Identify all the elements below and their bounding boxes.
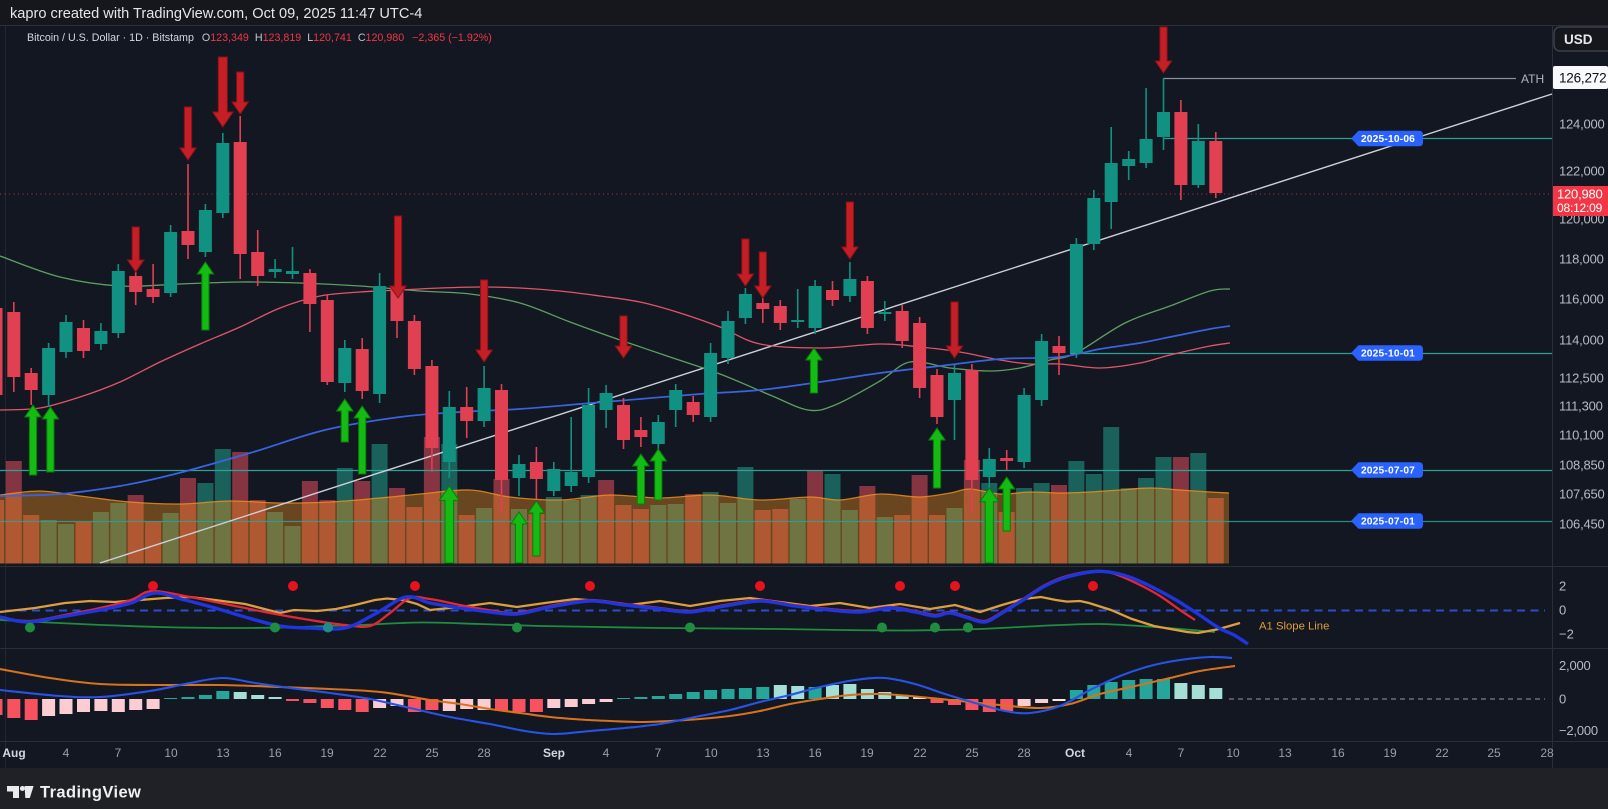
svg-text:Oct: Oct — [1065, 746, 1085, 760]
svg-text:13: 13 — [1278, 746, 1292, 760]
svg-text:25: 25 — [965, 746, 979, 760]
svg-text:4: 4 — [603, 746, 610, 760]
svg-text:7: 7 — [655, 746, 662, 760]
svg-text:4: 4 — [1126, 746, 1133, 760]
svg-text:126,272: 126,272 — [1559, 71, 1606, 86]
svg-text:22: 22 — [1435, 746, 1449, 760]
svg-text:114,000: 114,000 — [1559, 333, 1604, 348]
svg-text:116,000: 116,000 — [1559, 292, 1604, 307]
svg-text:118,000: 118,000 — [1559, 252, 1604, 267]
svg-text:124,000: 124,000 — [1559, 117, 1605, 132]
svg-text:25: 25 — [425, 746, 439, 760]
svg-text:2: 2 — [1559, 579, 1566, 594]
svg-text:2025-07-07: 2025-07-07 — [1361, 466, 1415, 477]
svg-text:10: 10 — [1226, 746, 1240, 760]
svg-text:19: 19 — [1383, 746, 1397, 760]
svg-text:2025-07-01: 2025-07-01 — [1361, 517, 1415, 528]
svg-text:7: 7 — [115, 746, 122, 760]
svg-text:25: 25 — [1487, 746, 1501, 760]
svg-text:19: 19 — [320, 746, 334, 760]
svg-text:13: 13 — [216, 746, 230, 760]
svg-text:19: 19 — [860, 746, 874, 760]
svg-text:−2,000: −2,000 — [1559, 723, 1598, 738]
svg-text:08:12:09: 08:12:09 — [1557, 201, 1603, 215]
svg-text:Bitcoin / U.S. Dollar · 1D · B: Bitcoin / U.S. Dollar · 1D · Bitstamp O12… — [27, 32, 492, 44]
svg-text:−2: −2 — [1559, 627, 1574, 642]
svg-text:Sep: Sep — [543, 746, 565, 760]
svg-text:22: 22 — [373, 746, 387, 760]
svg-text:111,300: 111,300 — [1559, 399, 1603, 414]
svg-text:10: 10 — [164, 746, 178, 760]
svg-text:ATH: ATH — [1521, 72, 1544, 86]
svg-text:28: 28 — [477, 746, 491, 760]
svg-text:7: 7 — [1178, 746, 1185, 760]
svg-text:28: 28 — [1017, 746, 1031, 760]
svg-text:16: 16 — [1331, 746, 1345, 760]
svg-text:120,980: 120,980 — [1557, 187, 1603, 202]
svg-text:10: 10 — [704, 746, 718, 760]
svg-text:0: 0 — [1559, 603, 1566, 618]
svg-text:0: 0 — [1559, 692, 1566, 707]
svg-text:13: 13 — [756, 746, 770, 760]
svg-text:28: 28 — [1540, 746, 1554, 760]
svg-text:USD: USD — [1564, 32, 1593, 47]
svg-text:16: 16 — [808, 746, 822, 760]
svg-text:112,500: 112,500 — [1559, 371, 1604, 386]
svg-text:106,450: 106,450 — [1559, 517, 1605, 532]
svg-text:107,650: 107,650 — [1559, 487, 1605, 502]
svg-text:2025-10-06: 2025-10-06 — [1361, 134, 1415, 145]
svg-text:2,000: 2,000 — [1559, 658, 1591, 673]
svg-text:108,850: 108,850 — [1559, 458, 1605, 473]
svg-text:16: 16 — [268, 746, 282, 760]
svg-text:122,000: 122,000 — [1559, 164, 1605, 179]
svg-text:A1 Slope Line: A1 Slope Line — [1259, 621, 1329, 633]
svg-text:2025-10-01: 2025-10-01 — [1361, 349, 1415, 360]
svg-text:110,100: 110,100 — [1559, 428, 1604, 443]
svg-text:kapro created with TradingView: kapro created with TradingView.com, Oct … — [10, 6, 422, 22]
svg-text:Aug: Aug — [2, 746, 25, 760]
svg-text:22: 22 — [913, 746, 927, 760]
svg-text:TradingView: TradingView — [40, 784, 141, 802]
svg-text:4: 4 — [63, 746, 70, 760]
